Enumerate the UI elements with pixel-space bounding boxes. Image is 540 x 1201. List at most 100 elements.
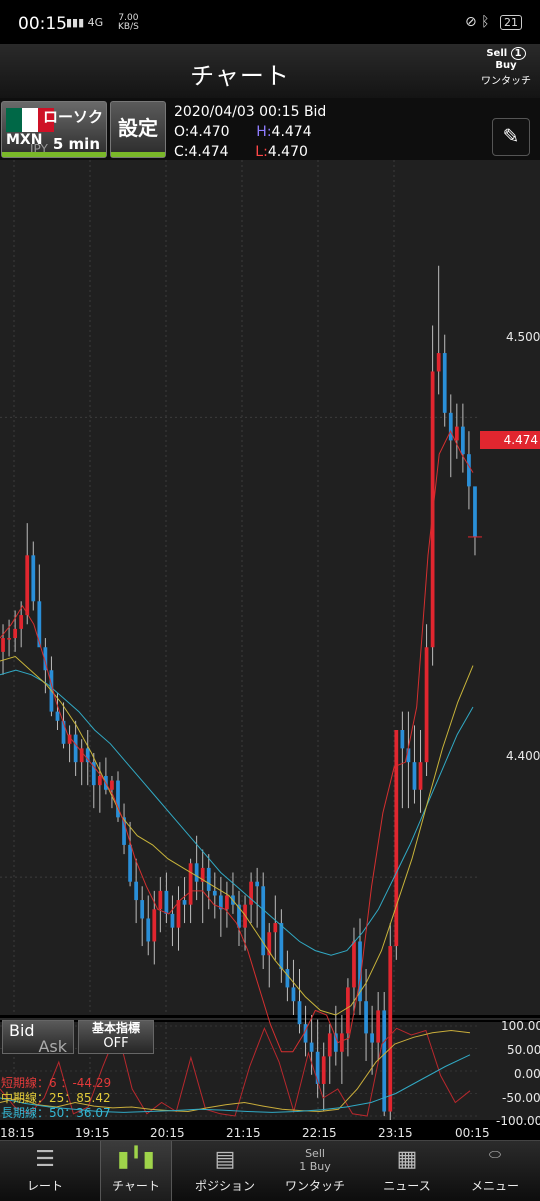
candle-body [358,941,362,1002]
candle-body [291,987,296,1002]
candle-body [460,426,465,455]
rate-icon: ☰ [35,1147,55,1172]
status-bar: 00:15 ▮▮▮ 4G 7.00 KB/S ⊘ ᛒ 21 [0,0,540,44]
candle-body [370,1033,374,1043]
osc-long-line [0,1054,471,1113]
osc-mid-line [0,1029,471,1113]
time-label: 18:15 [0,1126,35,1140]
candle-body [279,923,284,970]
osc-label-m100: -100.00 [496,1114,540,1128]
osc-label-50: 50.00 [507,1043,540,1057]
settings-button[interactable]: 設定 [110,101,166,158]
position-icon: ▤ [214,1147,236,1172]
candle-body [237,904,241,928]
time-label: 19:15 [75,1126,110,1140]
candle-body [394,730,399,947]
ma-short-line [0,430,474,1053]
net-speed-value: 7.00 [118,13,139,23]
legend-short-line: 短期線：6 ：-44.29 [1,1076,112,1090]
tab-onetouch[interactable]: Sell 1 Buy ワンタッチ [270,1141,360,1201]
candle-body [31,555,36,602]
pen-icon: ✎ [502,124,520,148]
candle-body [273,923,278,933]
open-value: 4.470 [189,124,230,140]
candle-body [13,628,18,639]
candle-body [333,1033,338,1052]
close-value: 4.474 [188,144,229,160]
candle-body [327,1033,332,1057]
time-label: 21:15 [226,1126,261,1140]
tab-label: ワンタッチ [284,1179,345,1193]
candle-body [176,900,181,928]
low-label: L: [255,144,268,160]
pair-base: MXN [6,132,43,148]
accent-bar [111,152,165,157]
candle-body [448,412,453,441]
ohlc-datetime: 2020/04/03 00:15 Bid [174,104,327,120]
candle-body [346,987,350,1034]
candle-body [412,762,417,790]
time-label: 00:15 [455,1126,490,1140]
candle-body [206,867,211,891]
candle-body [43,647,48,671]
onetouch-icon-buy: Buy [495,60,517,71]
tab-label: ポジション [194,1179,255,1193]
candle-body [406,748,411,763]
draw-pen-button[interactable]: ✎ [492,118,530,156]
price-label-4400: 4.400 [506,749,540,763]
period-label: 5 min [52,135,100,153]
close-label: C: [174,144,189,160]
onetouch-icon-num: 1 [510,47,526,60]
legend-mid-line: 中期線：25：85.42 [1,1091,111,1105]
symbol-selector-button[interactable]: ローソク MXN JPY 5 min [1,101,107,158]
candle-body [37,601,42,648]
ohlc-row-1: O:4.470 H:4.474 [174,122,326,142]
osc-label-0: 0.00 [514,1067,540,1081]
candle-body [55,711,60,721]
current-price-tag: 4.474 [480,431,540,449]
tab-news[interactable]: ▦ ニュース [362,1141,452,1201]
bottom-tab-bar: ☰ レート ▮╹▮ チャート ▤ ポジション Sell 1 Buy ワンタッチ ▦… [0,1140,540,1201]
candlestick-chart[interactable] [0,160,540,1120]
accent-bar [2,152,106,157]
candle-body [418,762,423,790]
candle-body [424,647,429,763]
legend-long-line: 長期線：50：36.07 [1,1106,111,1120]
candle-body [285,969,290,988]
high-value: 4.474 [271,124,312,140]
candle-body [97,775,102,786]
battery-level: 21 [504,16,518,29]
indicator-toggle-button[interactable]: 基本指標 OFF [78,1020,154,1054]
candle-body [1,638,5,652]
candle-body [352,941,356,988]
candle-body [7,638,11,640]
candle-body [116,780,120,818]
candle-body [134,881,139,901]
tab-position[interactable]: ▤ ポジション [180,1141,270,1201]
candle-body [212,890,217,896]
bluetooth-icon: ᛒ [481,14,490,30]
main-chart-bg [0,160,540,1015]
candle-body [303,1024,308,1043]
candle-body [442,353,447,413]
mexico-flag-icon [6,108,54,132]
tab-rate[interactable]: ☰ レート [0,1141,90,1201]
candle-body [321,1056,326,1084]
tab-chart[interactable]: ▮╹▮ チャート [100,1141,172,1201]
battery-icon: 21 [500,15,522,30]
time-label: 20:15 [150,1126,185,1140]
signal-icon: ▮▮▮ 4G [66,16,104,29]
candle-body [67,734,72,744]
osc-short-line [0,1026,471,1117]
candle-body [400,730,405,749]
onetouch-button[interactable]: Sell 1 Buy ワンタッチ [480,47,532,94]
ma-mid-line [0,655,474,1016]
title-bar: チャート Sell 1 Buy ワンタッチ [0,44,540,99]
candle-body [249,881,253,905]
tab-menu[interactable]: ⬭ メニュー [450,1141,540,1201]
bid-ask-toggle[interactable]: Bid Ask [2,1020,74,1056]
tab-label: ニュース [383,1179,431,1193]
network-type: 4G [87,16,104,29]
bid-label: Bid [9,1021,35,1040]
candle-body [436,353,441,372]
